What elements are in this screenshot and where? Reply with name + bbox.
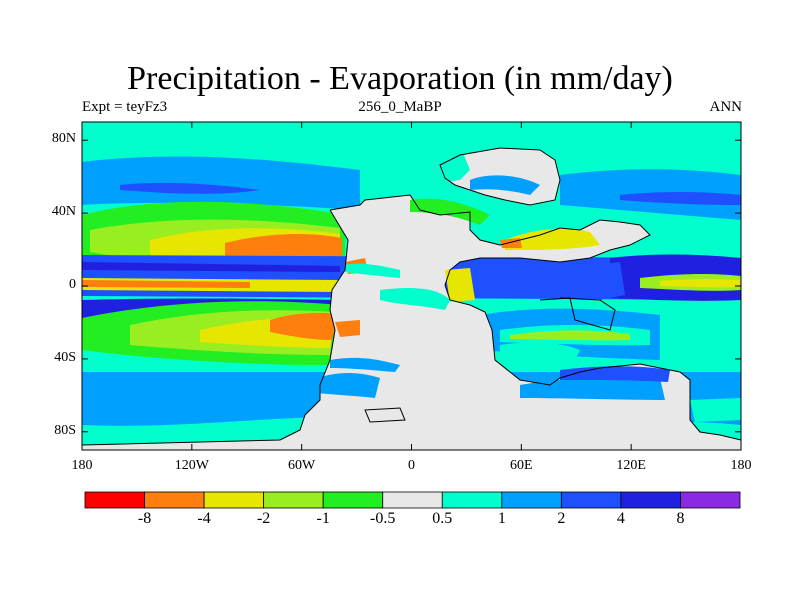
colorbar-box [322,491,384,509]
y-tick-label: 80N [51,131,76,147]
colorbar-label: -1 [316,510,330,527]
x-tick-label: 60E [510,458,533,473]
y-tick-label: 40N [51,204,76,220]
coastline-west [82,209,349,446]
colorbar-label: 2 [557,510,566,527]
coastline-north [439,147,561,206]
colorbar-box [263,491,324,509]
x-tick-label: 180 [730,458,752,473]
y-tick-label: 40S [54,349,76,365]
x-tick-label: 60W [288,458,316,473]
colorbar-box [144,491,205,509]
colorbar-box [382,491,443,509]
colorbar-box [501,491,562,509]
colorbar-box [680,491,741,509]
colorbar-box [203,491,265,509]
axis-ticks [81,122,742,450]
coastline-main [329,194,741,441]
colorbar-label: -0.5 [370,510,396,527]
northern-storm-track [82,156,360,210]
colorbar-label: 8 [676,510,685,527]
x-tick-label: 180 [71,458,93,473]
colorbar-label: 4 [616,510,625,527]
colorbar-label: -4 [197,510,211,527]
colorbar-label: -8 [137,510,152,527]
y-tick-label: 0 [69,277,76,292]
colorbar-boxes [84,491,741,509]
experiment-label: Expt = teyFz3 [82,99,168,115]
x-tick-label: 120E [616,458,646,473]
x-tick-label: 0 [408,458,415,473]
map-field [82,122,741,450]
colorbar-box [620,491,681,509]
colorbar-box [441,491,503,509]
colorbar-label: 1 [497,510,506,527]
colorbar-box [84,491,145,509]
x-tick-label: 120W [174,458,209,473]
y-tick-label: 80S [54,422,76,438]
time-label: 256_0_MaBP [358,99,442,115]
colorbar-label: 0.5 [432,510,453,527]
season-label: ANN [709,99,743,115]
colorbar-label: -2 [256,510,271,527]
plot-title: Precipitation - Evaporation (in mm/day) [127,60,673,97]
colorbar-box [560,491,622,509]
